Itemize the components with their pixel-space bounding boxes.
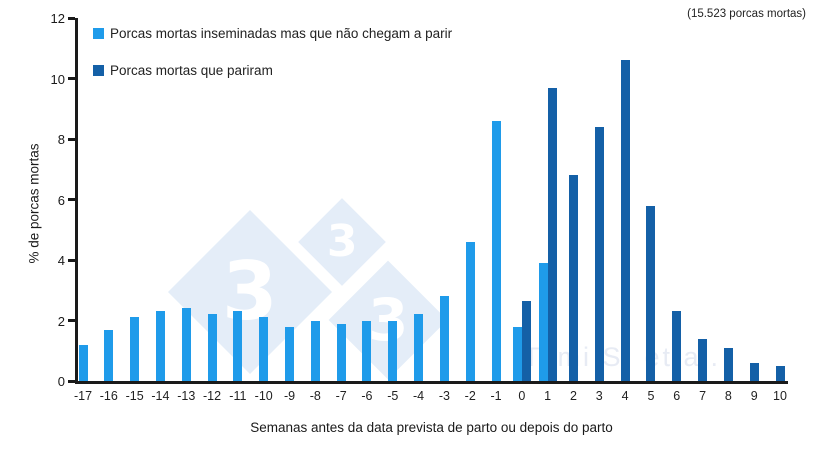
x-tick-label: 9 xyxy=(750,389,758,403)
x-tick-label: -15 xyxy=(125,389,144,403)
y-tick-label: 0 xyxy=(57,374,65,389)
bar-series-2-week-5 xyxy=(646,205,656,381)
x-tick-label: 10 xyxy=(773,389,787,403)
y-tick-mark xyxy=(68,379,75,383)
bar-series-1-week--9 xyxy=(285,326,295,381)
x-tick-label: -10 xyxy=(254,389,273,403)
x-tick-label: -16 xyxy=(99,389,118,403)
bar-series-1-week-1 xyxy=(538,263,548,381)
bar-series-1-week-0 xyxy=(512,326,522,381)
total-count-note: (15.523 porcas mortas) xyxy=(687,8,806,20)
bar-series-2-week-6 xyxy=(672,311,682,381)
x-tick-label: -9 xyxy=(283,389,296,403)
bar-series-1-week--14 xyxy=(155,311,165,381)
x-tick-label: -3 xyxy=(438,389,450,403)
x-tick-label: -11 xyxy=(229,389,247,403)
x-tick-label: -1 xyxy=(490,389,502,403)
bar-series-1-week--12 xyxy=(207,314,217,381)
y-tick-label: 6 xyxy=(57,192,65,208)
x-tick-label: 7 xyxy=(699,389,707,403)
y-tick-mark xyxy=(68,77,75,80)
y-tick-mark xyxy=(68,319,75,322)
bar-series-2-week-9 xyxy=(749,362,759,381)
bar-series-1-week--10 xyxy=(259,317,269,381)
bar-series-1-week--17 xyxy=(78,344,88,381)
y-tick-label: 12 xyxy=(50,11,65,26)
x-tick-label: 8 xyxy=(724,389,732,403)
legend-label: Porcas mortas que pariram xyxy=(110,63,273,78)
x-tick-label: 2 xyxy=(569,389,577,403)
y-tick-label: 4 xyxy=(57,253,65,268)
watermark-digit: 3 xyxy=(326,216,358,267)
bar-series-2-week-1 xyxy=(547,87,557,381)
y-tick-label: 8 xyxy=(57,132,65,147)
legend-item-1: Porcas mortas inseminadas mas que não ch… xyxy=(93,26,452,41)
plot-area: 3 3 3 Tami S. et al. Porcas mortas insem… xyxy=(51,11,788,403)
legend-swatch xyxy=(93,65,104,76)
legend-label: Porcas mortas inseminadas mas que não ch… xyxy=(110,26,453,41)
bar-series-1-week--3 xyxy=(439,296,449,381)
x-tick-label: 6 xyxy=(673,389,681,403)
bar-series-1-week--16 xyxy=(104,329,114,381)
bar-series-2-week-8 xyxy=(723,347,733,381)
y-tick-mark xyxy=(68,258,75,262)
x-tick-label: -17 xyxy=(73,389,93,403)
bar-series-1-week--5 xyxy=(388,320,398,381)
x-tick-label: -7 xyxy=(335,389,347,403)
x-tick-label: -8 xyxy=(309,389,321,403)
bar-series-2-week-3 xyxy=(594,126,604,381)
bar-series-1-week--4 xyxy=(414,314,424,381)
x-tick-label: -12 xyxy=(203,389,222,403)
x-axis xyxy=(75,381,788,384)
y-tick-label: 10 xyxy=(50,71,65,87)
bar-series-2-week-2 xyxy=(568,175,578,381)
x-tick-label: -13 xyxy=(177,389,196,403)
x-tick-label: 3 xyxy=(595,389,603,403)
legend-swatch xyxy=(93,28,104,39)
bar-series-1-week--15 xyxy=(130,317,140,381)
y-tick-mark xyxy=(68,137,75,141)
bar-series-1-week--6 xyxy=(362,320,372,381)
y-tick-label: 2 xyxy=(57,313,65,329)
bar-series-1-week--13 xyxy=(181,308,191,381)
x-tick-label: -2 xyxy=(464,389,476,403)
bar-series-1-week--1 xyxy=(491,120,501,381)
x-tick-label: 4 xyxy=(621,389,629,403)
x-tick-label: 1 xyxy=(544,389,552,403)
bar-series-1-week--11 xyxy=(233,311,243,381)
bar-series-1-week--2 xyxy=(465,241,475,381)
x-tick-label: -4 xyxy=(413,389,425,403)
y-tick-mark xyxy=(68,16,75,20)
x-tick-label: 0 xyxy=(518,389,526,403)
x-axis-title: Semanas antes da data prevista de parto … xyxy=(250,420,613,435)
bar-series-1-week--7 xyxy=(336,323,346,381)
legend-item-2: Porcas mortas que pariram xyxy=(93,63,452,78)
bar-series-2-week-10 xyxy=(775,365,785,381)
bar-series-2-week-4 xyxy=(620,60,630,381)
x-tick-label: -5 xyxy=(387,389,399,403)
bar-series-1-week--8 xyxy=(310,320,320,381)
bar-series-2-week-0 xyxy=(521,300,531,381)
x-tick-label: -6 xyxy=(361,389,373,403)
watermark-digit: 3 xyxy=(222,244,278,338)
x-tick-label: 5 xyxy=(647,389,655,403)
bar-series-2-week-7 xyxy=(698,338,708,381)
y-axis xyxy=(75,18,78,384)
x-tick-label: -14 xyxy=(151,389,170,403)
legend: Porcas mortas inseminadas mas que não ch… xyxy=(93,26,452,100)
y-tick-mark xyxy=(68,198,75,201)
